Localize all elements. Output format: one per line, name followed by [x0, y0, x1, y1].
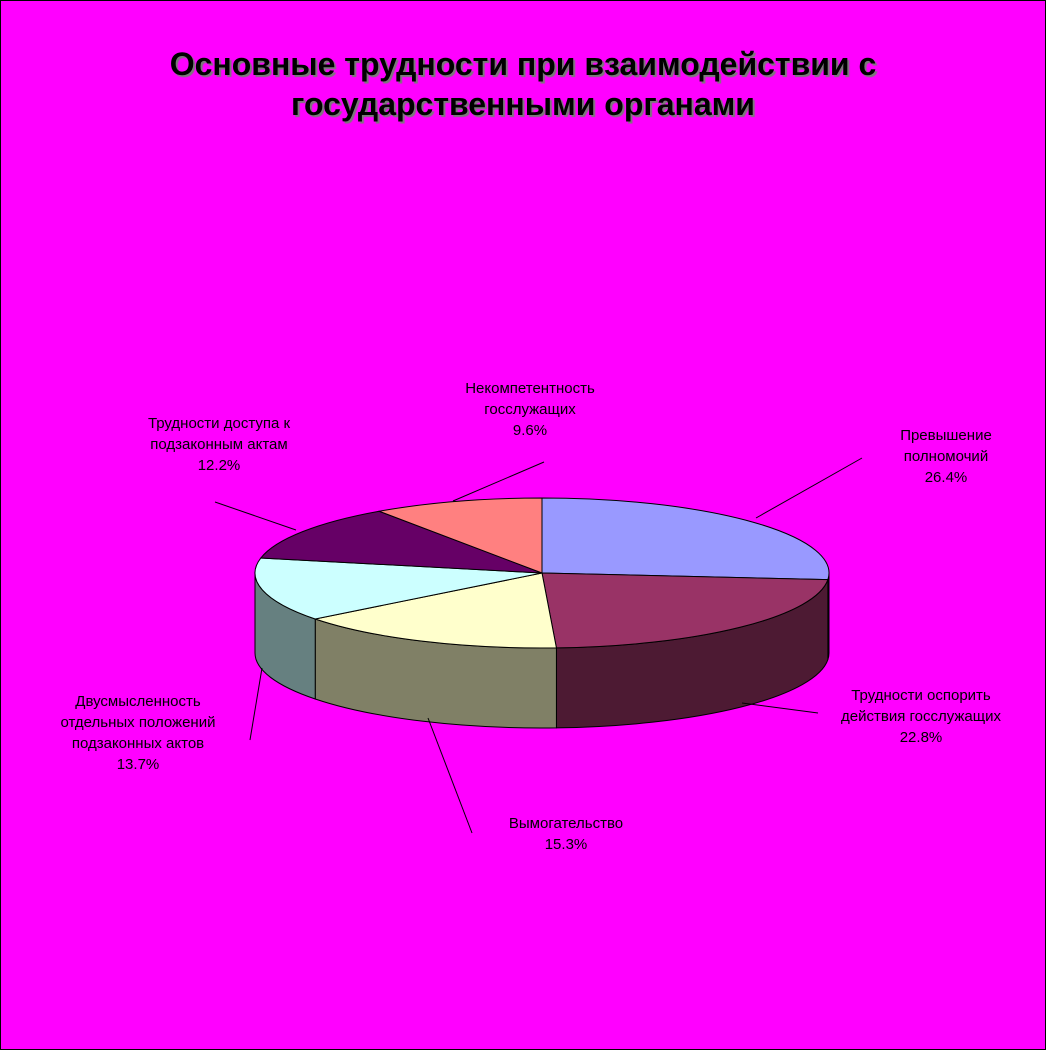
slice-value-label: 13.7% [117, 756, 160, 773]
slice-label-text: подзаконных актов [72, 735, 204, 752]
leader-line-1 [741, 702, 819, 714]
leader-line-2 [427, 717, 473, 834]
slice-label-text: Превышение [900, 427, 992, 444]
slice-label-2: Вымогательство 15.3% [509, 815, 623, 853]
pie-slice-2 [313, 572, 558, 649]
pie-leader-lines [214, 457, 863, 834]
pie-tops [254, 497, 830, 649]
pie-sides [254, 572, 830, 729]
slice-value-label: 12.2% [198, 457, 241, 474]
slice-label-5: Некомпетентность госслужащих 9.6% [465, 380, 595, 439]
slice-label-text: полномочий [904, 448, 988, 465]
pie-slice-3 [254, 557, 543, 620]
slice-value-label: 9.6% [513, 422, 547, 439]
slice-label-text: Некомпетентность [465, 380, 595, 397]
pie-slice-4 [259, 510, 543, 574]
slice-label-text: подзаконным актам [150, 436, 287, 453]
slice-label-text: отдельных положений [61, 714, 216, 731]
leader-line-4 [214, 501, 297, 531]
leader-line-5 [452, 461, 545, 502]
slice-label-4: Трудности доступа к подзаконным актам 12.2… [148, 415, 291, 474]
slice-label-text: действия госслужащих [841, 708, 1001, 725]
slice-value-label: 22.8% [900, 729, 943, 746]
slice-label-text: Двусмысленность [75, 693, 201, 710]
slice-value-label: 15.3% [545, 836, 588, 853]
slice-label-text: Трудности оспорить [851, 687, 991, 704]
leader-line-0 [755, 457, 863, 519]
leader-line-3 [249, 667, 263, 741]
pie-labels: Превышение полномочий 26.4% Трудности оспор… [61, 380, 1002, 853]
slice-label-text: госслужащих [484, 401, 576, 418]
slice-label-text: Трудности доступа к [148, 415, 291, 432]
pie-slice-1 [541, 572, 829, 649]
chart-title: Основные трудности при взаимодействии с … [0, 44, 1046, 124]
pie-slice-0 [541, 497, 830, 581]
chart-title-line-2: государственными органами [291, 86, 755, 122]
slice-value-label: 26.4% [925, 469, 968, 486]
slice-label-1: Трудности оспорить действия госслужащих 22… [841, 687, 1001, 746]
slice-label-0: Превышение полномочий 26.4% [900, 427, 992, 486]
slice-label-text: Вымогательство [509, 815, 623, 832]
chart-title-line-1: Основные трудности при взаимодействии с [169, 46, 877, 82]
slice-label-3: Двусмысленность отдельных положений подзак… [61, 693, 216, 773]
pie-slice-5 [377, 497, 543, 574]
